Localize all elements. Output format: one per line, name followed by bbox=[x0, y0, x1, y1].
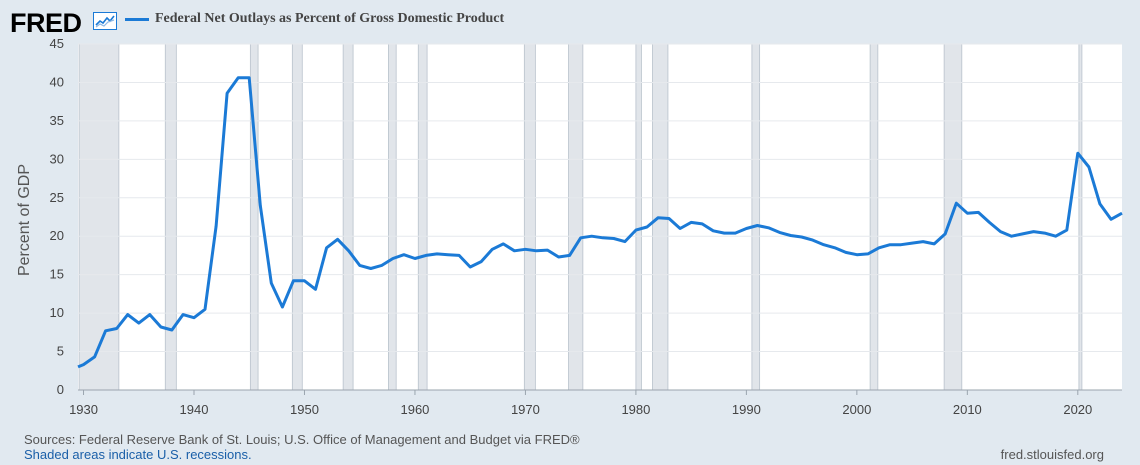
x-tick-label-2010: 2010 bbox=[953, 402, 982, 417]
y-tick-label-5: 5 bbox=[57, 344, 64, 359]
line-chart-icon bbox=[93, 12, 117, 30]
fred-logo[interactable]: FRED bbox=[10, 8, 82, 38]
y-axis-ticks: 0 5 10 15 20 25 30 35 40 45 bbox=[50, 36, 64, 397]
fred-url[interactable]: fred.stlouisfed.org bbox=[1000, 447, 1104, 462]
y-tick-label-40: 40 bbox=[50, 74, 64, 89]
recession-band-12 bbox=[869, 43, 879, 391]
recession-band-7 bbox=[523, 43, 536, 391]
recession-band-11 bbox=[751, 43, 761, 391]
series-line bbox=[77, 76, 1123, 369]
x-tick-label-1960: 1960 bbox=[400, 402, 429, 417]
recession-band-1 bbox=[164, 43, 177, 391]
y-axis-label: Percent of GDP bbox=[16, 163, 33, 277]
y-tick-label-45: 45 bbox=[50, 36, 64, 51]
y-tick-label-0: 0 bbox=[57, 382, 64, 397]
recession-band-6 bbox=[417, 43, 428, 391]
y-tick-label-25: 25 bbox=[50, 190, 64, 205]
recession-band-13 bbox=[943, 43, 963, 391]
x-tick-label-1940: 1940 bbox=[180, 402, 209, 417]
y-tick-label-20: 20 bbox=[50, 228, 64, 243]
y-tick-label-10: 10 bbox=[50, 305, 64, 320]
recession-band-3 bbox=[291, 43, 303, 391]
x-axis-ticks: 1930 1940 1950 1960 1970 1980 1990 2000 2010 2020 bbox=[69, 390, 1092, 417]
x-tick-label-1950: 1950 bbox=[290, 402, 319, 417]
y-tick-label-35: 35 bbox=[50, 113, 64, 128]
y-tick-label-30: 30 bbox=[50, 151, 64, 166]
sources-text: Sources: Federal Reserve Bank of St. Lou… bbox=[24, 432, 580, 447]
recession-band-9 bbox=[635, 43, 642, 391]
recession-band-5 bbox=[388, 43, 397, 391]
x-tick-label-1980: 1980 bbox=[621, 402, 650, 417]
recession-note: Shaded areas indicate U.S. recessions. bbox=[24, 447, 252, 462]
x-tick-label-2000: 2000 bbox=[842, 402, 871, 417]
x-tick-label-1930: 1930 bbox=[69, 402, 98, 417]
recession-band-14 bbox=[1078, 43, 1083, 391]
recession-band-4 bbox=[342, 43, 354, 391]
y-tick-label-15: 15 bbox=[50, 267, 64, 282]
legend-swatch bbox=[125, 18, 149, 21]
x-tick-label-2020: 2020 bbox=[1063, 402, 1092, 417]
plot-area bbox=[78, 44, 1122, 390]
x-tick-label-1990: 1990 bbox=[732, 402, 761, 417]
series-title[interactable]: Federal Net Outlays as Percent of Gross … bbox=[155, 11, 505, 26]
x-tick-label-1970: 1970 bbox=[511, 402, 540, 417]
recession-band-0 bbox=[78, 43, 120, 391]
recession-band-8 bbox=[568, 43, 584, 391]
